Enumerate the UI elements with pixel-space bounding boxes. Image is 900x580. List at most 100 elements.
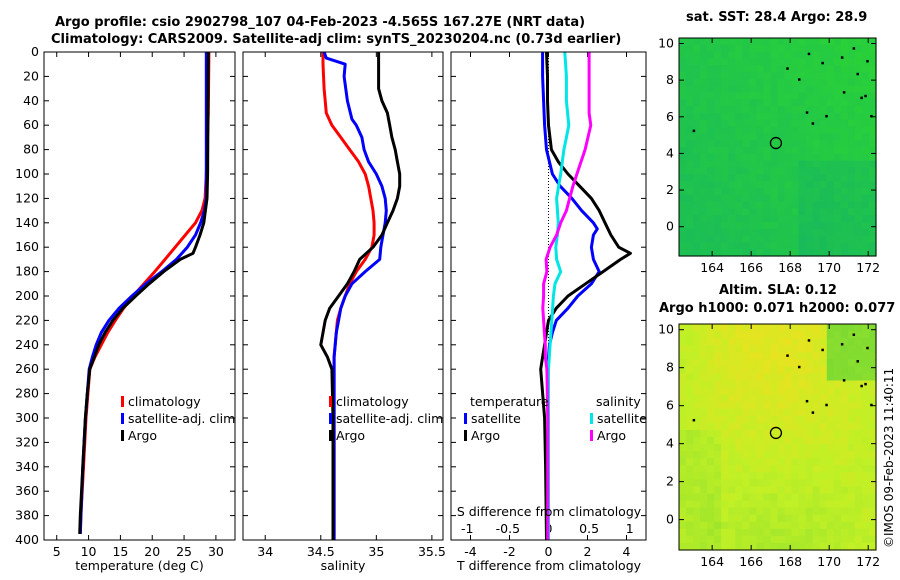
map-cell [812, 208, 821, 216]
map-cell [714, 451, 722, 459]
map-cell [770, 444, 779, 452]
map-cell [805, 437, 814, 445]
map-cell [784, 187, 793, 196]
xtick-top-label: -1 [461, 521, 473, 536]
map-cell [854, 78, 863, 87]
map-cell [679, 380, 687, 389]
map-cell [679, 408, 687, 417]
map-cell [721, 174, 729, 182]
map-cell [861, 174, 870, 182]
map-cell [686, 99, 694, 107]
map-cell [728, 479, 736, 488]
map-cell [819, 429, 828, 438]
map-cell [812, 92, 821, 100]
map-cell [749, 92, 757, 100]
map-cell [840, 112, 849, 121]
map-cell [812, 174, 821, 182]
map-cell [861, 507, 870, 516]
map-cell [700, 126, 708, 134]
map-cell [756, 493, 764, 502]
map-cell [869, 85, 877, 94]
map-cell [749, 408, 757, 417]
map-cell [714, 444, 722, 452]
map-cell [777, 465, 786, 473]
map-cell [686, 160, 694, 168]
legend-label: Argo [128, 428, 158, 443]
map-cell [812, 444, 821, 452]
map-cell [735, 249, 743, 257]
map-cell [714, 201, 722, 209]
map-cell [812, 507, 821, 516]
map-cell [679, 85, 687, 94]
map-cell [861, 352, 870, 360]
map-cell [721, 167, 729, 175]
map-cell [721, 249, 729, 257]
map-cell [869, 472, 877, 480]
map-cell [700, 535, 708, 544]
map-cell [805, 242, 814, 250]
map-cell [742, 451, 750, 459]
map-cell [728, 324, 736, 332]
map-cell [700, 249, 708, 257]
map-cell [693, 194, 701, 203]
map-cell [819, 215, 828, 223]
map-cell [763, 324, 771, 332]
map-cell [742, 215, 750, 223]
map-cell [770, 472, 779, 480]
map-cell [763, 535, 771, 544]
map-cell [854, 331, 863, 339]
map-cell [826, 380, 835, 389]
map-cell [721, 99, 729, 107]
map-cell [728, 242, 736, 250]
map-cell [679, 72, 687, 80]
island-marker [797, 365, 801, 369]
map-cell [826, 535, 835, 544]
map-cell [735, 44, 743, 53]
map-cell [805, 147, 814, 155]
map-cell [763, 242, 771, 250]
map-cell [686, 401, 694, 410]
map-cell [707, 92, 715, 100]
map-cell [847, 437, 856, 445]
map-cell [728, 444, 736, 452]
map-cell [784, 44, 793, 53]
map-cell [798, 187, 807, 196]
map-cell [728, 78, 736, 87]
map-cell [770, 58, 779, 66]
map-cell [693, 160, 701, 168]
map-cell [784, 133, 793, 141]
map-cell [749, 472, 757, 480]
map-cell [721, 514, 729, 523]
map-cell [770, 92, 779, 100]
map-cell [700, 352, 708, 360]
map-cell [784, 324, 793, 332]
map-cell [798, 380, 807, 389]
map-cell [812, 521, 821, 530]
map-cell [693, 352, 701, 360]
map-cell [756, 201, 764, 209]
map-cell [728, 437, 736, 445]
ytick-label: 2 [666, 474, 674, 489]
map-cell [840, 187, 849, 196]
map-cell [840, 126, 849, 134]
map-cell [840, 72, 849, 80]
map-cell [777, 126, 786, 134]
map-cell [714, 401, 722, 410]
map-cell [847, 194, 856, 203]
map-cell [847, 38, 856, 46]
map-cell [833, 147, 842, 155]
map-cell [847, 58, 856, 66]
map-cell [693, 542, 701, 551]
map-cell [840, 228, 849, 237]
map-cell [826, 106, 835, 114]
map-cell [791, 331, 800, 339]
map-cell [847, 201, 856, 209]
map-cell [770, 345, 779, 353]
map-cell [770, 521, 779, 530]
map-cell [679, 215, 687, 223]
map-cell [693, 366, 701, 375]
map-cell [749, 249, 757, 257]
map-cell [728, 380, 736, 389]
map-cell [735, 465, 743, 473]
map-cell [826, 401, 835, 410]
